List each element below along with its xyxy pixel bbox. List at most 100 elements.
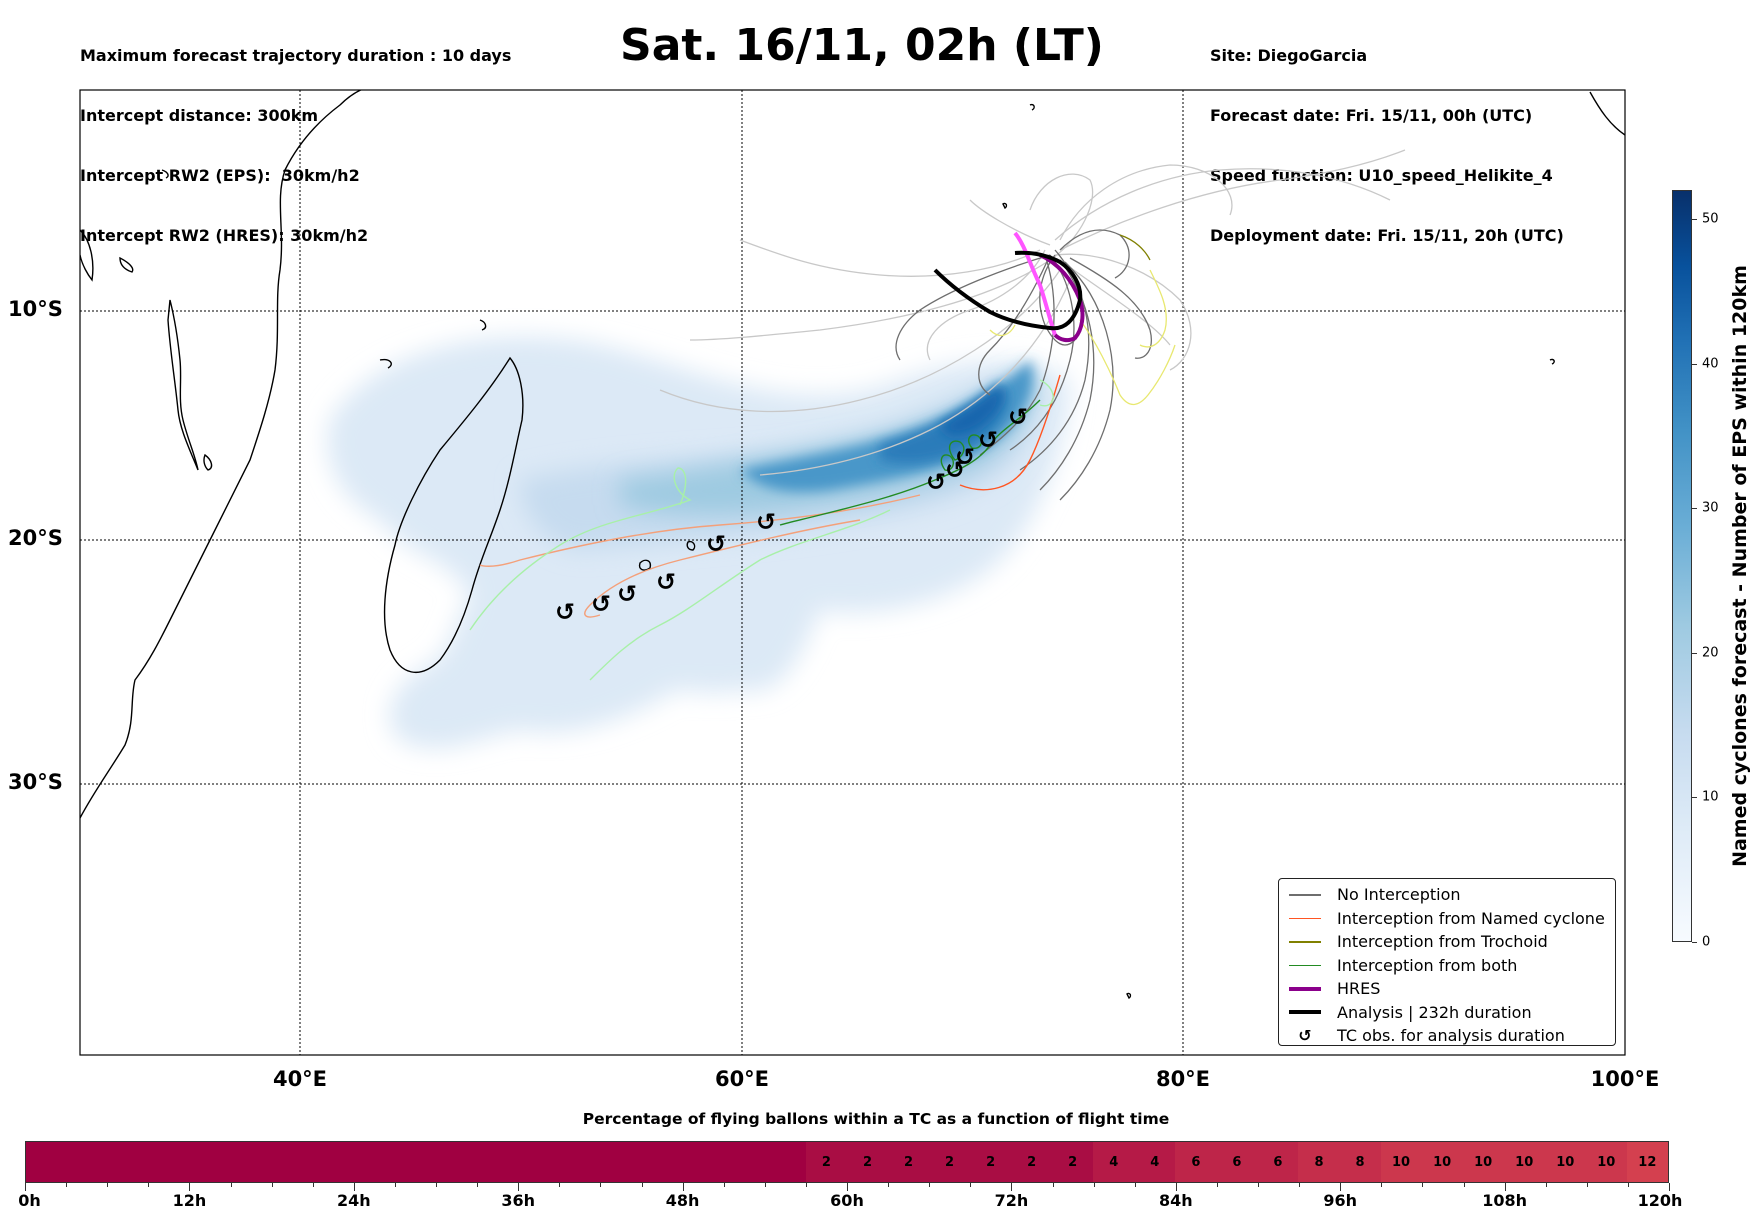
flight-bar-cell (682, 1142, 724, 1182)
flight-bar-cell: 2 (1011, 1142, 1053, 1182)
flight-bar-cell: 2 (887, 1142, 930, 1182)
flight-bar-tick (1011, 1183, 1013, 1191)
tc-symbol: ↺ (926, 468, 946, 496)
lat-label-10s: 10°S (8, 297, 63, 321)
tc-symbol: ↺ (617, 580, 637, 608)
flight-bar-cell: 2 (846, 1142, 888, 1182)
colorbar-tick-label: 10 (1702, 789, 1719, 805)
flight-bar-tick-label: 60h (830, 1191, 864, 1210)
flight-bar-title: Percentage of flying ballons within a TC… (582, 1110, 1170, 1128)
colorbar-tick-label: 20 (1702, 645, 1719, 661)
flight-bar-tick (66, 1183, 68, 1187)
legend-item: Interception from Named cyclone (1287, 907, 1607, 931)
flight-bar-cell (395, 1142, 437, 1182)
legend-label: Interception from Named cyclone (1337, 908, 1605, 928)
colorbar-tick-label: 0 (1702, 934, 1711, 950)
flight-bar-cell: 8 (1298, 1142, 1340, 1182)
flight-bar-tick-label: 12h (172, 1191, 207, 1210)
lon-label-60e: 60°E (714, 1067, 770, 1091)
colorbar-tick-label: 50 (1702, 211, 1719, 227)
tc-symbol: ↺ (955, 443, 975, 471)
flight-bar-tick (559, 1183, 561, 1187)
flight-bar-cell (67, 1142, 109, 1182)
info-duration: Maximum forecast trajectory duration : 1… (80, 46, 512, 65)
forecast-parameters: Maximum forecast trajectory duration : 1… (80, 6, 511, 266)
flight-bar-cell: 2 (1052, 1142, 1094, 1182)
lon-label-80e: 80°E (1155, 1067, 1211, 1091)
flight-bar-cell: 6 (1175, 1142, 1217, 1182)
flight-bar-tick (1381, 1183, 1383, 1187)
flight-bar-cell (190, 1142, 232, 1182)
flight-bar-tick (600, 1183, 602, 1187)
flight-bar-tick (929, 1183, 931, 1187)
flight-bar-tick (436, 1183, 437, 1187)
flight-bar-cell (231, 1142, 273, 1182)
lat-label-30s: 30°S (8, 770, 63, 794)
colorbar-tick-mark (1692, 508, 1697, 510)
legend-label: Interception from Trochoid (1337, 932, 1548, 952)
flight-bar-cell (600, 1142, 642, 1182)
flight-bar-cell (149, 1142, 191, 1182)
flight-bar-tick (1504, 1183, 1506, 1191)
flight-bar-cell (436, 1142, 478, 1182)
flight-bar-tick (25, 1183, 26, 1191)
flight-bar-tick (1669, 1183, 1670, 1191)
legend-label: Interception from both (1337, 955, 1518, 975)
flight-bar-cell: 8 (1339, 1142, 1381, 1182)
flight-bar-cell: 10 (1462, 1142, 1504, 1182)
info-forecast-date: Forecast date: Fri. 15/11, 00h (UTC) (1210, 106, 1533, 125)
flight-bar-tick-label: 108h (1482, 1191, 1527, 1210)
info-intercept-distance: Intercept distance: 300km (80, 106, 319, 125)
flight-bar-cell: 10 (1503, 1142, 1545, 1182)
lat-label-20s: 20°S (8, 526, 63, 550)
flight-bar-cell: 4 (1134, 1142, 1176, 1182)
flight-bar-cell: 10 (1380, 1142, 1422, 1182)
colorbar-tick-mark (1692, 218, 1697, 220)
flight-bar-tick-label: 84h (1158, 1191, 1193, 1210)
legend-label: No Interception (1337, 885, 1461, 905)
flight-bar-tick (230, 1183, 232, 1187)
colorbar (1672, 190, 1692, 942)
flight-bar-tick (888, 1183, 890, 1187)
flight-bar-tick (641, 1183, 643, 1187)
tc-symbol: ↺ (1008, 403, 1028, 431)
legend-item: Interception from both (1287, 954, 1607, 978)
flight-bar-cell (313, 1142, 355, 1182)
flight-bar-tick (1175, 1183, 1177, 1191)
flight-bar-cell: 6 (1257, 1142, 1299, 1182)
legend-label: Analysis | 232h duration (1337, 1002, 1532, 1022)
legend-swatch (1287, 1005, 1323, 1019)
flight-bar-cell: 10 (1585, 1142, 1627, 1182)
flight-bar-tick (1216, 1183, 1218, 1187)
flight-bar-tick (189, 1183, 191, 1191)
lon-label-100e: 100°E (1590, 1067, 1660, 1091)
tc-symbol: ↺ (756, 508, 776, 536)
flight-bar-tick (148, 1183, 150, 1187)
flight-bar-cell (559, 1142, 601, 1182)
flight-bar-cell: 4 (1093, 1142, 1135, 1182)
legend-item: ↺ TC obs. for analysis duration (1287, 1024, 1607, 1048)
tc-symbol: ↺ (978, 426, 998, 454)
tc-observations: ↺ ↺ ↺ ↺ ↺ ↺ ↺ ↺ ↺ ↺ ↺ (555, 403, 1028, 626)
colorbar-tick-mark (1692, 363, 1697, 365)
flight-bar-tick (107, 1183, 109, 1187)
tc-symbol: ↺ (591, 590, 611, 618)
info-intercept-hres: Intercept RW2 (HRES): 30km/h2 (80, 226, 369, 245)
graticule (80, 90, 1625, 1055)
flight-bar-tick (1545, 1183, 1547, 1187)
flight-bar-tick (805, 1183, 807, 1187)
legend-swatch (1287, 935, 1323, 949)
flight-bar-tick (518, 1183, 520, 1191)
flight-bar-tick (1586, 1183, 1588, 1187)
tc-symbol: ↺ (555, 598, 575, 626)
legend-swatch (1287, 958, 1323, 972)
legend-item: HRES (1287, 977, 1607, 1001)
legend: No Interception Interception from Named c… (1278, 878, 1616, 1046)
flight-time-bar: 2 2 2 2 2 2 2 4 4 6 6 6 8 8 10 10 10 10 10 10 12 (25, 1141, 1669, 1183)
flight-bar-tick (353, 1183, 355, 1191)
flight-bar-cell (354, 1142, 396, 1182)
flight-bar-tick (723, 1183, 725, 1187)
flight-bar-cell: 12 (1626, 1142, 1668, 1182)
map-title: Sat. 16/11, 02h (LT) (620, 20, 1104, 71)
